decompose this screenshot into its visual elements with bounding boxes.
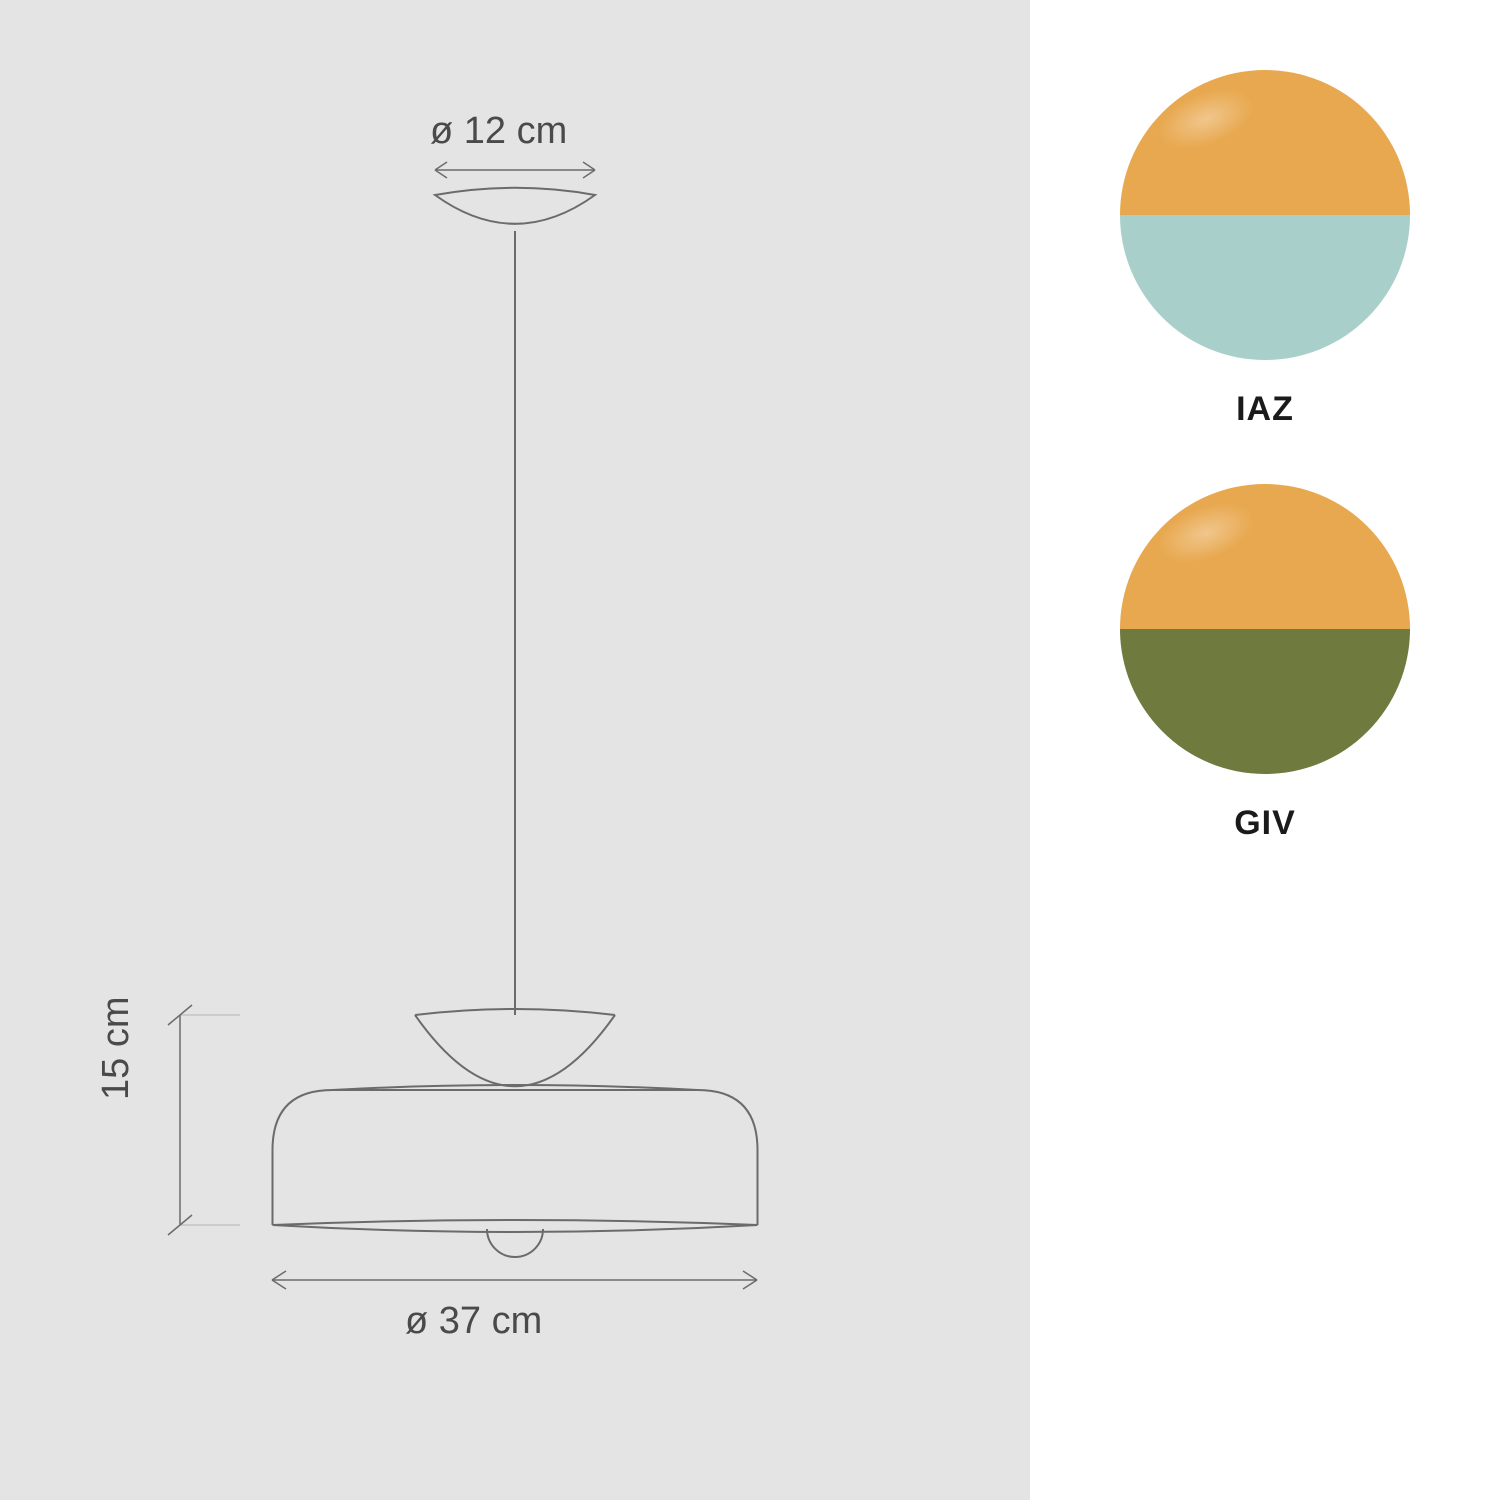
product-spec-card: ø 12 cm ø 37 cm 15 cm IAZ GIV [0, 0, 1500, 1500]
swatch-bottom-half [1120, 629, 1410, 774]
swatch-label-iaz: IAZ [1236, 390, 1294, 429]
dimension-label-canopy-diameter: ø 12 cm [430, 110, 567, 153]
lamp-outline-svg [0, 0, 1030, 1500]
color-swatch-panel: IAZ GIV [1030, 0, 1500, 1500]
technical-drawing-panel: ø 12 cm ø 37 cm 15 cm [0, 0, 1030, 1500]
dimension-label-shade-diameter: ø 37 cm [405, 1300, 542, 1343]
swatch-circle-giv [1120, 484, 1410, 774]
swatch-label-giv: GIV [1234, 804, 1296, 843]
dimension-label-shade-height: 15 cm [95, 997, 138, 1100]
swatch-circle-iaz [1120, 70, 1410, 360]
swatch-iaz: IAZ [1120, 70, 1410, 429]
swatch-bottom-half [1120, 215, 1410, 360]
swatch-giv: GIV [1120, 484, 1410, 843]
